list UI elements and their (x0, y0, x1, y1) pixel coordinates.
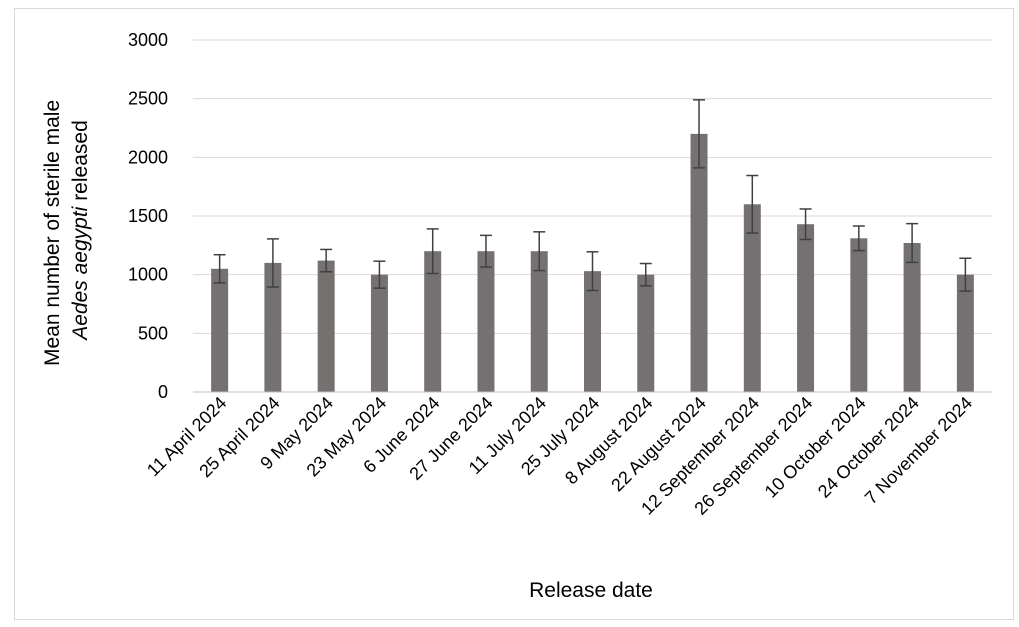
error-bar (479, 234, 492, 268)
error-bar (213, 253, 226, 284)
y-tick-label: 2000 (128, 147, 168, 167)
bar (370, 274, 388, 392)
error-bar (693, 99, 706, 169)
bar (584, 271, 601, 392)
error-bar (426, 228, 439, 275)
y-tick-label: 1500 (128, 206, 168, 226)
error-bar (959, 257, 972, 292)
error-bar (746, 174, 759, 234)
bar (424, 251, 442, 392)
bar (530, 251, 548, 392)
error-bar (799, 208, 812, 241)
bar (317, 260, 335, 392)
bar (264, 262, 282, 392)
y-tick-label: 1000 (128, 265, 168, 285)
bar (690, 133, 708, 392)
bar (797, 224, 815, 392)
bars (211, 133, 974, 392)
error-bar (320, 248, 333, 273)
chart-frame (14, 8, 1014, 620)
y-axis-title-suffix: released (69, 120, 92, 206)
bar (477, 251, 495, 392)
error-bar (852, 225, 865, 252)
y-axis-title-line1: Mean number of sterile male (41, 100, 64, 366)
bar (637, 274, 655, 392)
error-bar (266, 238, 279, 288)
bar (743, 204, 761, 392)
x-tick-label: 22 August 2024 (607, 393, 710, 496)
bar (850, 238, 868, 392)
y-tick-label: 2500 (128, 89, 168, 109)
y-axis-ticks: 0 500 1000 1500 2000 2500 3000 (128, 30, 168, 402)
error-bar (533, 231, 546, 272)
y-tick-label: 3000 (128, 30, 168, 50)
bar (956, 274, 974, 392)
bar (903, 242, 921, 392)
x-axis-title: Release date (529, 579, 653, 602)
error-bar (906, 222, 919, 264)
bar (211, 268, 229, 392)
error-bar (586, 251, 599, 292)
y-tick-label: 0 (158, 382, 168, 402)
y-axis-title: Mean number of sterile male Aedes aegypt… (41, 94, 92, 366)
error-bar (639, 262, 652, 287)
error-bar (373, 260, 386, 289)
y-axis-title-line2: Aedes aegypti released (69, 120, 92, 342)
y-tick-label: 500 (138, 323, 168, 343)
error-bars (213, 99, 972, 292)
y-axis-title-species: Aedes aegypti (69, 205, 92, 341)
